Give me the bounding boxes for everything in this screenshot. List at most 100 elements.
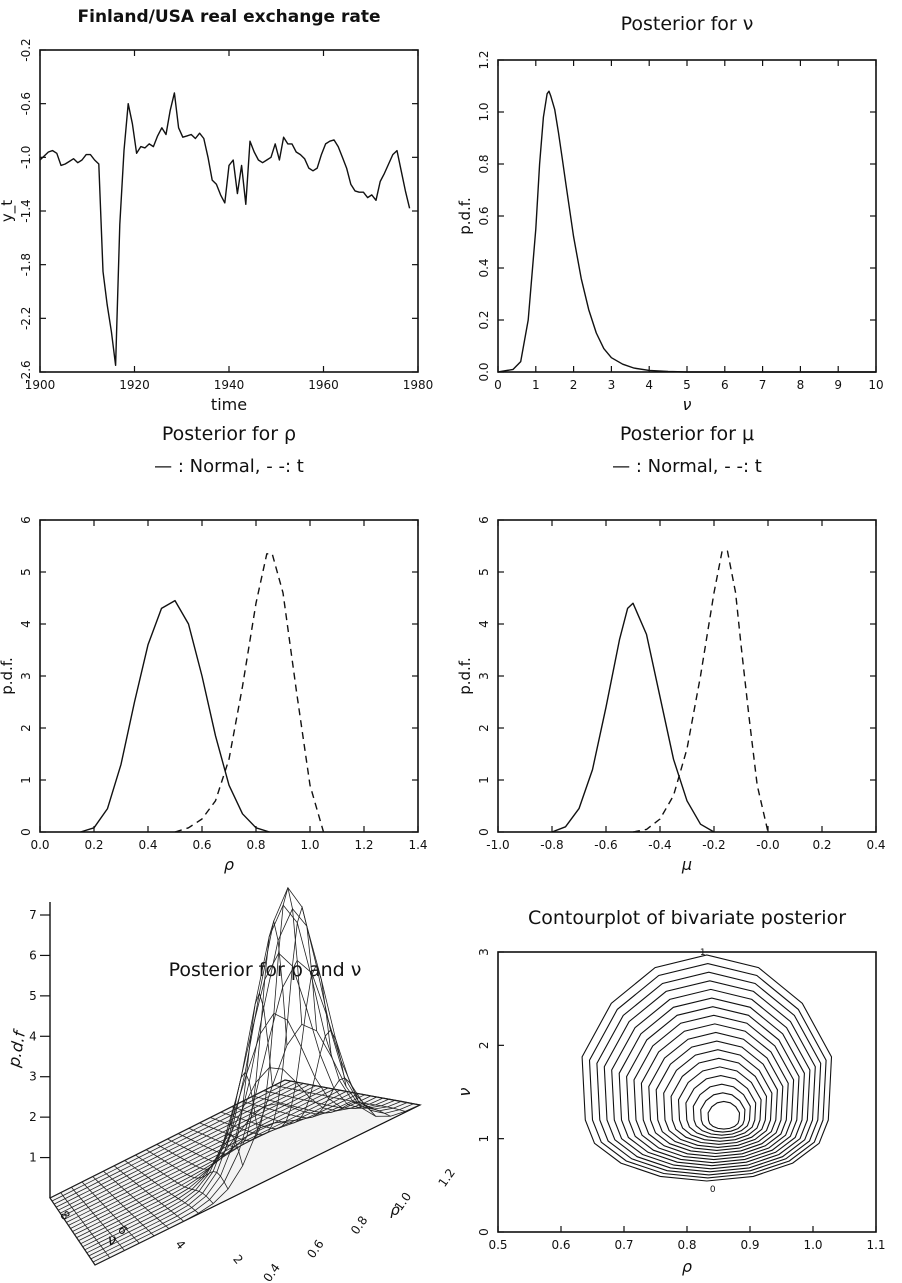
y-tick-label: 1 [477,776,491,784]
surface-mesh-line [103,1170,170,1229]
x-tick-label: 0.4 [261,1261,283,1283]
x-tick-label: 0.0 [30,838,49,852]
surface-mesh-line [167,1071,258,1162]
plot-frame [497,59,877,373]
y-tick-label: 3 [477,672,491,680]
x-axis-label: time [211,395,247,414]
surface-mesh-line [178,991,273,1155]
y-axis-label: p.d.f. [0,657,16,695]
y-tick-label: 5 [477,568,491,576]
x-tick-label: 0.6 [304,1237,326,1261]
surface-mesh-line [135,1154,214,1204]
series-line-t [632,550,769,833]
series-line-normal [497,90,876,373]
contour-line [663,1049,773,1148]
panel-exchange-rate: Finland/USA real exchange rate 1900 1920 19… [0,7,433,414]
y-tick-label: 0.8 [477,154,491,173]
y-tick-label: 2 [477,1042,491,1050]
x-tick-label: -0.6 [594,838,617,852]
y-tick-label: 2 [19,724,33,732]
contour-line [596,971,822,1176]
y-tick-label: 1.2 [477,50,491,69]
y-tick-label: 0 [477,828,491,836]
x-axis-label: μ [681,855,692,874]
z-tick-label: 7 [29,908,37,922]
contour-line [640,1023,789,1158]
z-tick-label: 6 [29,948,37,962]
x-tick-label: 0.6 [551,1238,570,1252]
contour-line [670,1057,768,1145]
y-tick-label: 1.0 [477,102,491,121]
y-tick-label: 0.6 [477,206,491,225]
y-axis-label: p.d.f. [456,657,474,695]
chart-title: Posterior for μ [620,423,754,445]
y-tick-label: 2 [230,1252,246,1267]
x-tick-label: -0.0 [756,838,779,852]
x-tick-label: 1980 [403,378,434,392]
y-tick-label: -1.8 [19,253,33,276]
x-tick-label: 0.8 [348,1213,370,1237]
y-tick-label: 1 [19,776,33,784]
y-tick-label: -1.0 [19,146,33,169]
y-tick-label: 4 [19,620,33,628]
y-tick-label: 0.4 [477,258,491,277]
x-tick-label: 5 [683,378,691,392]
panel-contour: Contourplot of bivariate posterior 0.5 0.6… [455,907,886,1276]
contour-line [588,963,827,1179]
y-tick-label: 6 [19,516,33,524]
x-axis-label: ν [683,395,692,414]
surface-mesh-line [124,1160,199,1214]
x-tick-label: 7 [759,378,767,392]
surface-mesh-line [188,919,288,1148]
x-tick-label: -0.8 [540,838,563,852]
panel-surface-rho-nu: Posterior for ρ and ν 1 2 3 4 5 6 7 p.d.f 0.4 0.6 0… [4,886,458,1283]
x-tick-label: 1.2 [436,1166,458,1190]
x-tick-label: 1.0 [300,838,319,852]
surface-mesh-line [263,1090,391,1117]
y-tick-label: -2.6 [19,360,33,383]
contour-line [633,1014,795,1161]
x-tick-label: 0.5 [488,1238,507,1252]
x-tick-label: 0.8 [677,1238,696,1252]
y-tick-label: 4 [173,1237,189,1252]
contour-label: 1 [700,948,706,958]
x-tick-label: 1.4 [408,838,427,852]
y-tick-label: -0.2 [19,38,33,61]
series-line-normal [39,92,411,366]
y-tick-label: 0 [19,828,33,836]
chart-title: Contourplot of bivariate posterior [528,907,846,929]
x-tick-label: 1 [532,378,540,392]
surface-mesh-line [92,1176,155,1237]
y-tick-label: 0 [477,1228,491,1236]
contour-label: 0 [710,1185,716,1195]
surface-mesh-line [60,1192,111,1258]
contour-line [685,1075,757,1139]
surface-mesh-line [220,964,332,1130]
x-tick-label: 6 [721,378,729,392]
chart-title: Posterior for ν [621,13,754,35]
x-tick-label: 1.1 [866,1238,885,1252]
surface-mesh-line [274,1085,406,1112]
x-axis-label: ρ [224,855,234,874]
x-tick-label: 0.8 [246,838,265,852]
y-tick-label: 6 [477,516,491,524]
x-tick-label: 0.2 [812,838,831,852]
x-axis-label: ρ [682,1257,692,1276]
surface-mesh-line [252,1095,376,1117]
x-tick-label: 1960 [308,378,339,392]
series-line-t [174,553,325,833]
x-tick-label: -1.0 [486,838,509,852]
panel-posterior-nu: Posterior for ν 0 1 2 3 4 5 6 7 8 9 10 0.0 0.2 0.4 0.6 0… [456,13,884,414]
z-tick-label: 3 [29,1070,37,1084]
y-tick-label: -2.2 [19,307,33,330]
y-tick-label: 1 [477,1135,491,1143]
contour-line [707,1100,741,1130]
surface-mesh-line [210,905,317,1136]
plot-frame [39,49,419,373]
y-tick-label: 3 [19,672,33,680]
contour-line [618,997,805,1167]
x-tick-label: 4 [645,378,653,392]
x-tick-label: 1.0 [803,1238,822,1252]
surface-mesh-line [145,1149,229,1190]
